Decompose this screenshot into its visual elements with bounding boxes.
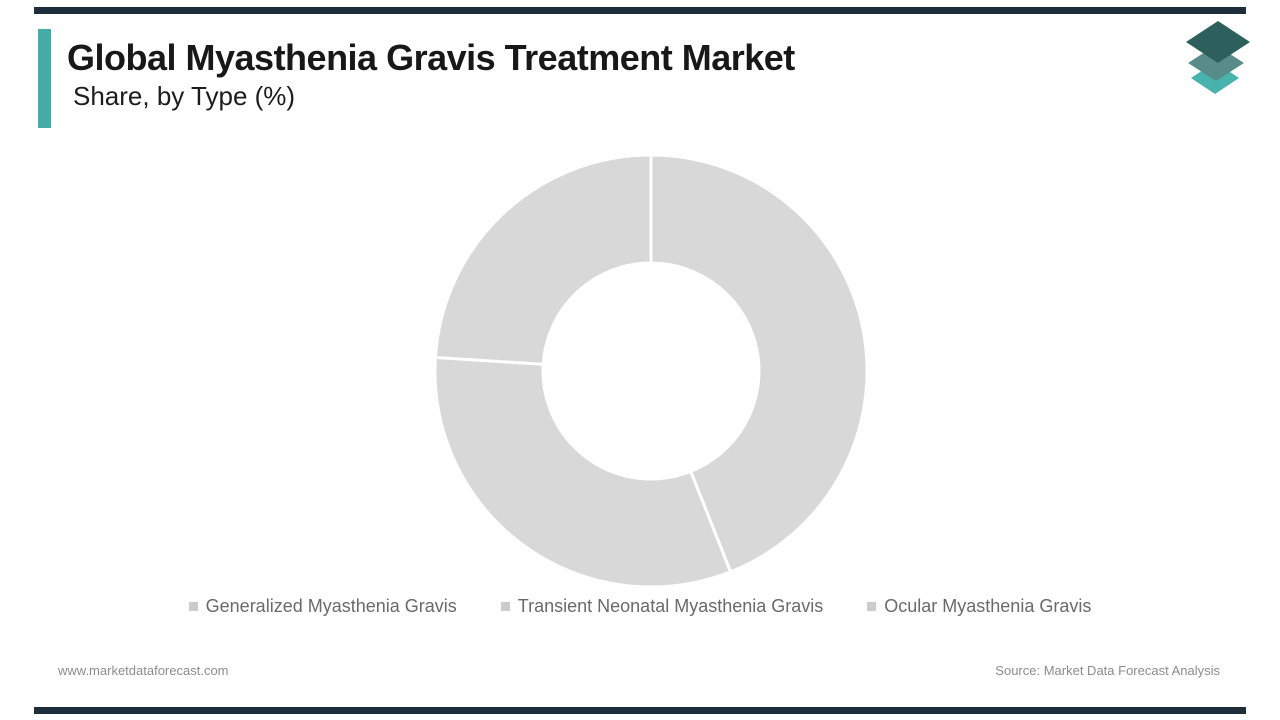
donut-slice-1[interactable] [433, 355, 733, 589]
donut-slice-0[interactable] [649, 153, 869, 574]
donut-chart-area [431, 151, 871, 591]
donut-slice-2[interactable] [433, 153, 653, 366]
legend-item-generalized[interactable]: Generalized Myasthenia Gravis [188, 595, 457, 617]
company-logo-icon [1186, 21, 1250, 94]
title-accent-bar [38, 29, 51, 128]
legend-label: Transient Neonatal Myasthenia Gravis [517, 596, 824, 616]
legend-label: Ocular Myasthenia Gravis [884, 596, 1092, 616]
top-border-bar [34, 7, 1246, 14]
donut-chart [433, 153, 869, 589]
source-note: Source: Market Data Forecast Analysis [995, 663, 1220, 678]
legend-marker-icon [500, 601, 510, 611]
legend-marker-icon [867, 601, 877, 611]
legend-item-transient-neonatal[interactable]: Transient Neonatal Myasthenia Gravis [500, 595, 824, 617]
page-title: Global Myasthenia Gravis Treatment Marke… [67, 37, 795, 78]
bottom-border-bar [34, 707, 1246, 714]
legend-item-ocular[interactable]: Ocular Myasthenia Gravis [867, 595, 1091, 617]
legend-marker-icon [188, 601, 198, 611]
page-subtitle: Share, by Type (%) [73, 81, 296, 111]
chart-legend: Generalized Myasthenia Gravis Transient … [0, 595, 1280, 617]
website-link[interactable]: www.marketdataforecast.com [58, 663, 229, 678]
legend-label: Generalized Myasthenia Gravis [205, 596, 457, 616]
